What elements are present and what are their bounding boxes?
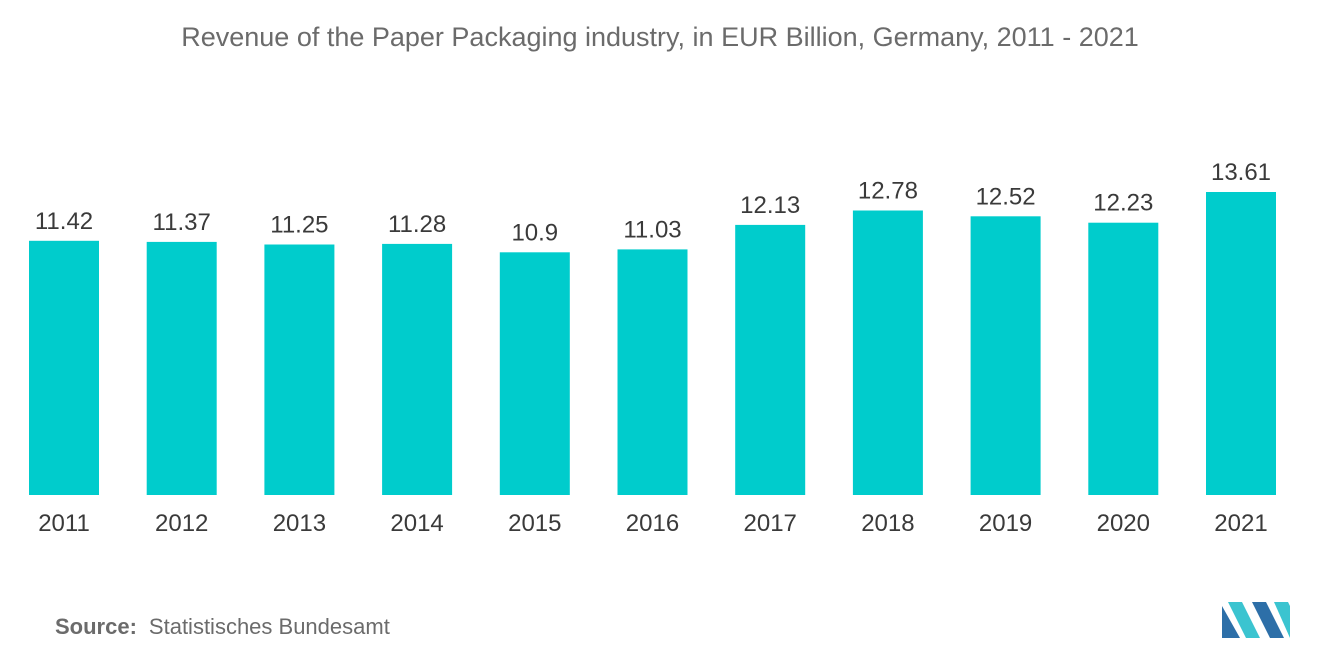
logo-shape-mid-a xyxy=(1228,602,1260,638)
bar-2011 xyxy=(29,240,99,495)
source-note: Source: Statistisches Bundesamt xyxy=(55,614,390,640)
x-tick-label: 2020 xyxy=(1097,510,1150,537)
bar-2021 xyxy=(1206,192,1276,495)
source-label: Source: xyxy=(55,614,137,639)
chart-title: Revenue of the Paper Packaging industry,… xyxy=(181,22,1139,52)
mordor-intelligence-logo-icon xyxy=(1222,602,1290,638)
bar-value-label: 11.42 xyxy=(35,208,93,235)
bar-value-label: 12.13 xyxy=(740,192,800,219)
x-tick-label: 2018 xyxy=(861,510,914,537)
bar-value-label: 10.9 xyxy=(511,219,558,246)
bar-value-label: 12.78 xyxy=(858,178,918,205)
bar-value-label: 13.61 xyxy=(1211,159,1271,186)
bar-value-label: 11.28 xyxy=(388,211,446,238)
source-text: Statistisches Bundesamt xyxy=(148,614,390,639)
x-tick-label: 2012 xyxy=(155,510,208,537)
x-tick-label: 2021 xyxy=(1214,510,1267,537)
bar-2018 xyxy=(852,210,923,495)
x-tick-label: 2011 xyxy=(38,510,90,537)
bar-value-label: 11.37 xyxy=(153,209,211,236)
logo-shape-mid-b xyxy=(1252,602,1284,638)
x-tick-label: 2014 xyxy=(390,510,443,537)
x-tick-label: 2013 xyxy=(273,510,326,537)
x-tick-label: 2016 xyxy=(626,510,679,537)
bar-2015 xyxy=(499,252,570,495)
logo-shape-right xyxy=(1274,602,1290,638)
bar-2017 xyxy=(735,224,806,495)
bar-value-label: 11.03 xyxy=(623,216,681,243)
bar-2014 xyxy=(382,243,453,495)
x-tick-label: 2015 xyxy=(508,510,561,537)
bar-value-label: 11.25 xyxy=(270,212,328,239)
x-tick-label: 2019 xyxy=(979,510,1032,537)
bar-chart: 11.42 2011 11.37 2012 11.25 2013 11.28 2014 10.9… xyxy=(29,159,1276,537)
bar-value-label: 12.23 xyxy=(1093,190,1153,217)
bar-2016 xyxy=(617,249,688,495)
bar-2013 xyxy=(264,244,335,495)
x-tick-label: 2017 xyxy=(744,510,797,537)
bar-2012 xyxy=(146,241,217,495)
logo-shape-left xyxy=(1222,606,1240,638)
bar-value-label: 12.52 xyxy=(976,183,1036,210)
bar-2019 xyxy=(970,216,1041,496)
bar-2020 xyxy=(1088,222,1159,495)
